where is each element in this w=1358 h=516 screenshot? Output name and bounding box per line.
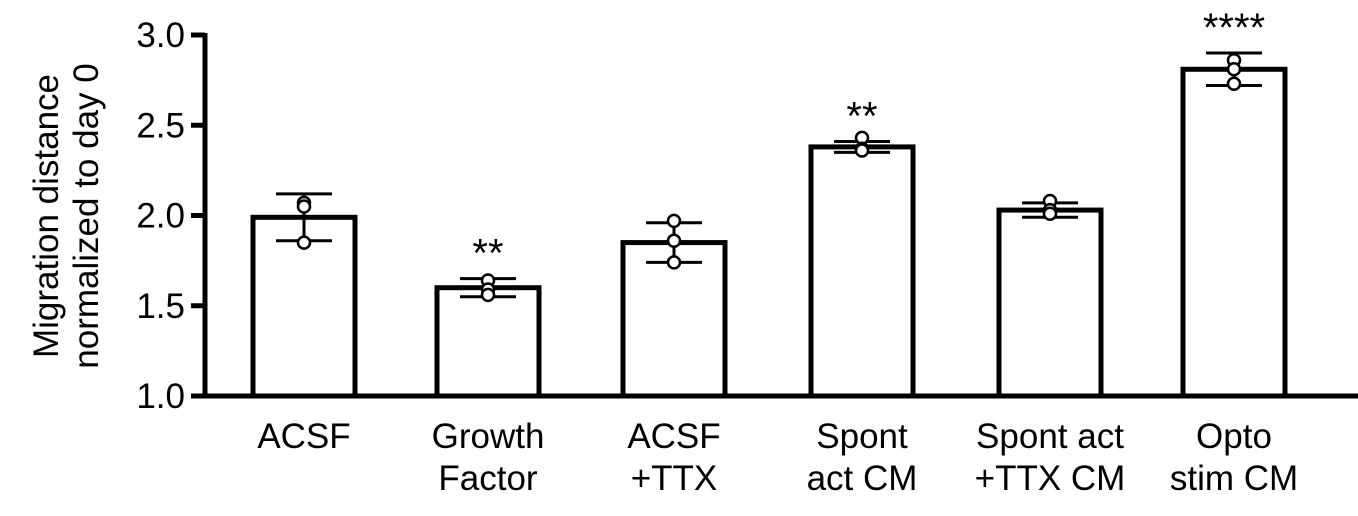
significance-label: ****	[1203, 6, 1265, 50]
x-tick-label: Spont act +TTX CM	[975, 417, 1126, 498]
bar	[808, 144, 916, 399]
data-point	[296, 235, 312, 250]
y-tick-label: 2.5	[136, 106, 185, 145]
x-tick-label-line: +TTX	[631, 459, 718, 498]
y-tick-label: 2.0	[136, 197, 185, 236]
x-tick-label-line: act CM	[807, 459, 918, 498]
bar	[1180, 66, 1288, 399]
x-tick-label-line: ACSF	[627, 417, 720, 456]
axes	[191, 32, 1358, 399]
error-bars	[276, 51, 1262, 299]
x-tick-label-line: Spont act	[976, 417, 1124, 456]
x-tick-label: Spont act CM	[807, 417, 918, 498]
bar	[434, 285, 542, 399]
y-axis-title-line: Migration distance	[27, 74, 66, 358]
x-tick-label-line: +TTX CM	[975, 459, 1126, 498]
x-tick-label-line: Spont	[816, 417, 908, 456]
data-point	[296, 199, 312, 214]
data-point	[1042, 206, 1058, 221]
data-point	[666, 233, 682, 249]
y-axis-title-line: normalized to day 0	[67, 63, 106, 368]
y-tick-label: 1.0	[136, 377, 185, 416]
y-tick-label: 3.0	[136, 16, 185, 55]
y-axis-title-text: Migration distancenormalized to day 0	[27, 63, 106, 368]
x-tick-label-line: Growth	[432, 417, 545, 456]
significance-label: **	[846, 94, 877, 138]
data-point	[666, 255, 682, 270]
bar	[996, 207, 1104, 399]
bars	[250, 66, 1288, 399]
data-point	[854, 143, 870, 158]
significance-labels: ********	[472, 6, 1265, 276]
x-tick-label-line: stim CM	[1170, 459, 1298, 498]
data-point	[480, 287, 496, 303]
x-tick-label: ACSF +TTX	[627, 417, 720, 498]
data-points	[296, 53, 1242, 303]
data-point	[666, 213, 682, 229]
data-point	[1226, 76, 1242, 91]
y-tick-labels: 1.0 1.5 2.0 2.5 3.0	[136, 16, 185, 416]
x-tick-label: Growth Factor	[432, 417, 545, 498]
x-tick-label-line: ACSF	[257, 417, 350, 456]
x-tick-label-line: Factor	[438, 459, 538, 498]
y-axis-title: Migration distancenormalized to day 0	[27, 63, 106, 368]
significance-label: **	[472, 232, 503, 276]
data-point	[1226, 62, 1242, 77]
x-tick-label: ACSF	[257, 417, 350, 456]
x-tick-label: Opto stim CM	[1170, 417, 1298, 498]
x-tick-label-line: Opto	[1196, 417, 1272, 456]
y-tick-label: 1.5	[136, 287, 185, 326]
